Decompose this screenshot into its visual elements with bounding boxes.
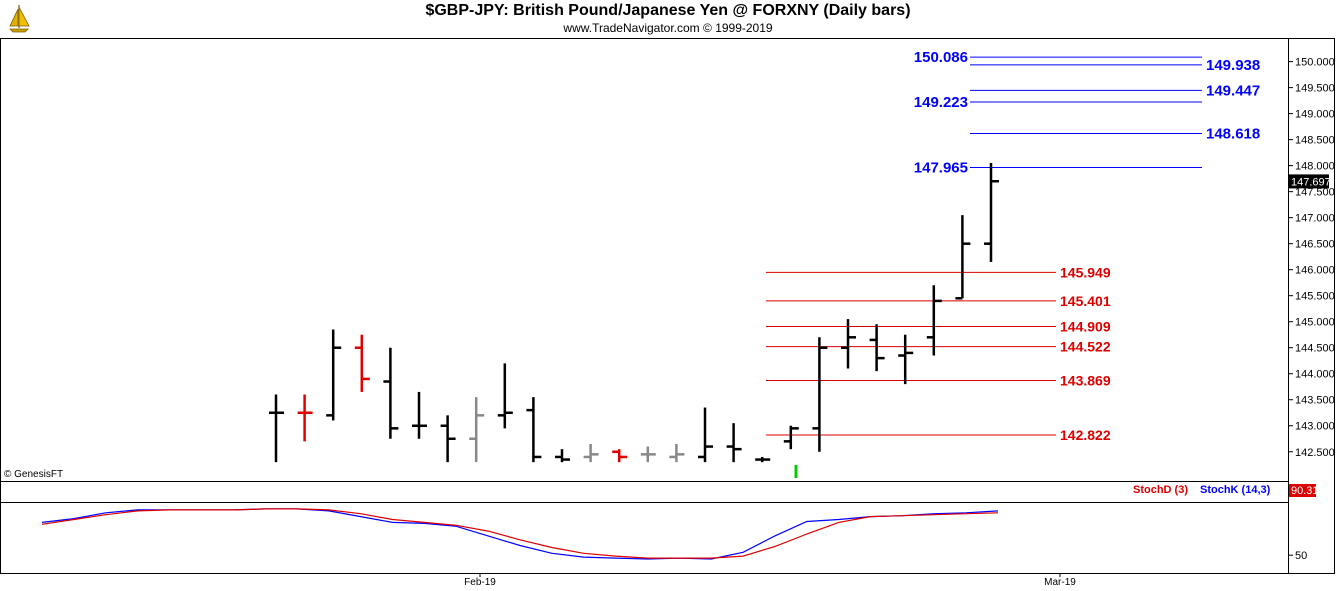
stoch-tick-label: 50 <box>1295 550 1307 562</box>
red-level-label: 142.822 <box>1060 427 1111 443</box>
ohlc-bar <box>440 415 456 463</box>
red-level-label: 144.909 <box>1060 318 1111 334</box>
last-price-box <box>1289 174 1329 189</box>
blue-level-label: 150.086 <box>914 49 968 66</box>
last-price-label: 147.697 <box>1291 176 1331 188</box>
y-tick-label: 145.000 <box>1295 317 1335 329</box>
ohlc-bar <box>469 397 485 463</box>
chart-header: $GBP-JPY: British Pound/Japanese Yen @ F… <box>0 0 1336 38</box>
red-level-label: 143.869 <box>1060 373 1111 389</box>
red-level-label: 144.522 <box>1060 339 1111 355</box>
ohlc-bar <box>755 456 771 463</box>
red-level-label: 145.401 <box>1060 293 1111 309</box>
ohlc-bar <box>412 391 427 439</box>
ohlc-bar <box>926 285 942 356</box>
y-tick-label: 142.500 <box>1295 447 1335 459</box>
ohlc-bar <box>726 423 742 463</box>
stoch-line-blue <box>41 508 999 560</box>
y-tick-label: 144.500 <box>1295 343 1335 355</box>
axis-frame <box>1288 38 1335 574</box>
ohlc-bar <box>269 394 284 463</box>
chart-title: $GBP-JPY: British Pound/Japanese Yen @ F… <box>425 2 911 19</box>
red-level-label: 145.949 <box>1060 264 1111 280</box>
stochastic-panel: StochD (3) StochK (14,3) 50 90.31 <box>41 465 1319 562</box>
ohlc-bar <box>555 449 570 463</box>
ohlc-bar <box>698 407 713 463</box>
y-tick-label: 147.500 <box>1295 187 1335 199</box>
ohlc-bar <box>583 443 599 463</box>
legend-stochk: StochK (14,3) <box>1200 484 1271 496</box>
ohlc-bar <box>497 363 513 429</box>
price-axis: 150.000 149.500 149.000 148.500 148.000 147.5… <box>464 57 1335 588</box>
ohlc-bar <box>869 324 885 372</box>
y-tick-label: 146.500 <box>1295 239 1335 251</box>
ohlc-bar <box>297 394 313 442</box>
ohlc-bar <box>898 334 914 385</box>
ohlc-bar <box>783 425 799 450</box>
y-tick-label: 150.000 <box>1295 57 1335 69</box>
blue-level-label: 149.447 <box>1206 82 1260 99</box>
price-bars <box>269 163 999 463</box>
ohlc-bar <box>526 397 542 463</box>
watermark: © GenesisFT <box>4 469 64 480</box>
ohlc-bar <box>354 334 370 392</box>
price-panel-frame <box>0 38 1289 482</box>
y-tick-label: 146.000 <box>1295 265 1335 277</box>
stoch-last-label: 90.31 <box>1291 485 1319 497</box>
ohlc-bar <box>612 449 628 463</box>
stoch-panel-frame <box>0 481 1289 574</box>
y-tick-label: 148.000 <box>1295 161 1335 173</box>
x-tick-label: Feb-19 <box>464 577 496 588</box>
y-tick-label: 144.000 <box>1295 369 1335 381</box>
ohlc-bar <box>326 329 342 421</box>
y-tick-label: 143.000 <box>1295 421 1335 433</box>
blue-level-label: 148.618 <box>1206 125 1260 142</box>
x-tick-label: Mar-19 <box>1044 577 1076 588</box>
ohlc-bar <box>955 215 971 300</box>
legend-stochd: StochD (3) <box>1133 484 1188 496</box>
sailboat-logo-icon <box>9 5 30 33</box>
level-lines: 150.086 149.938 149.447 149.223 148.618 147.9… <box>766 49 1260 443</box>
stoch-line-red <box>41 508 999 559</box>
ohlc-bar <box>841 319 856 369</box>
y-tick-label: 143.500 <box>1295 395 1335 407</box>
stoch-last-box <box>1289 484 1316 497</box>
blue-level-label: 149.223 <box>914 94 968 111</box>
y-tick-label: 149.000 <box>1295 109 1335 121</box>
chart-frames <box>0 38 1335 574</box>
y-tick-label: 147.000 <box>1295 213 1335 225</box>
ohlc-bar <box>984 163 999 262</box>
ohlc-bar <box>669 443 685 463</box>
y-tick-label: 149.500 <box>1295 83 1335 95</box>
ohlc-bar <box>812 337 828 452</box>
chart-subtitle: www.TradeNavigator.com © 1999-2019 <box>563 21 773 35</box>
blue-level-label: 147.965 <box>914 159 968 176</box>
y-tick-label: 145.500 <box>1295 291 1335 303</box>
blue-level-label: 149.938 <box>1206 57 1260 74</box>
ohlc-bar <box>640 446 656 463</box>
y-tick-label: 148.500 <box>1295 135 1335 147</box>
ohlc-bar <box>383 347 399 439</box>
